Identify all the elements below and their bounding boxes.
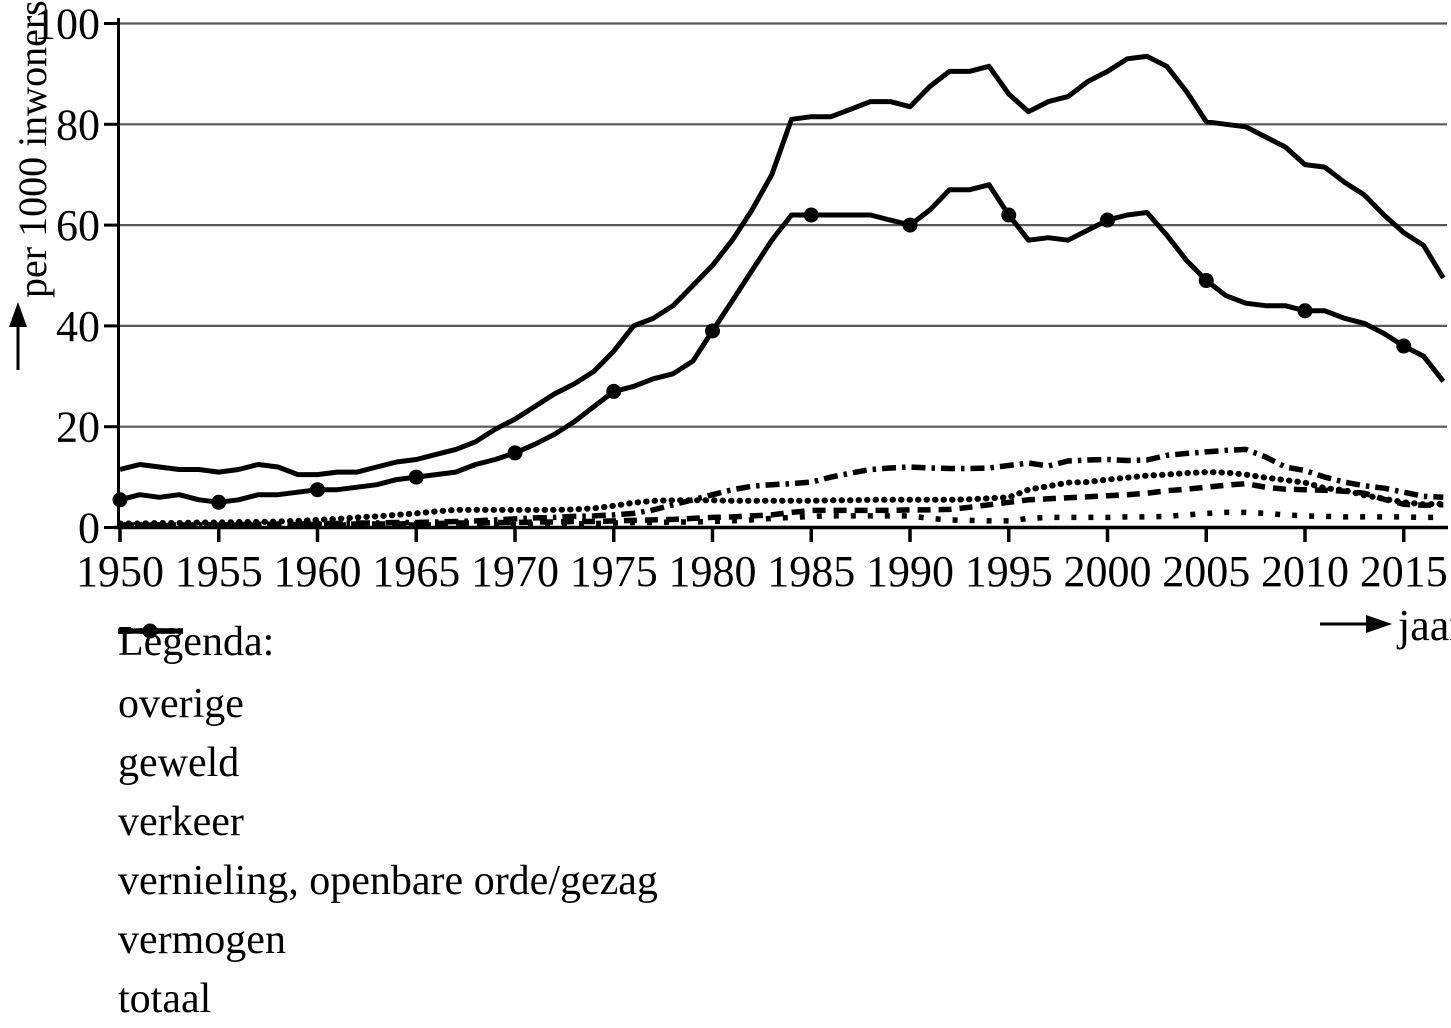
- x-tick-label: 1960: [274, 547, 362, 596]
- y-tick-label: 80: [56, 100, 100, 149]
- series-line-vermogen: [119, 182, 1446, 505]
- y-axis-arrowhead-icon: [9, 302, 27, 327]
- series-marker-vermogen: [310, 482, 325, 498]
- legend-line-sample-totaal: [119, 628, 183, 634]
- x-tick-label: 2005: [1162, 547, 1250, 596]
- x-tick-label: 2010: [1261, 547, 1349, 596]
- legend-item-totaal: totaal: [118, 628, 658, 1028]
- series-marker-vermogen: [408, 469, 424, 485]
- legend-item-verkeer: verkeer: [118, 628, 658, 851]
- x-tick-label: 1985: [767, 547, 855, 596]
- x-axis-arrowhead-icon: [1366, 615, 1392, 633]
- y-axis-title: per 1000 inwoners: [10, 0, 55, 298]
- legend-item-geweld: geweld: [118, 628, 658, 792]
- x-tick-label: 2015: [1360, 547, 1448, 596]
- x-tick-label: 1995: [965, 547, 1053, 596]
- series-line-totaal: [119, 53, 1446, 478]
- series-marker-vermogen: [1198, 273, 1214, 289]
- x-tick-label: 1950: [76, 547, 164, 596]
- legend-item-vermogen: vermogen: [118, 623, 658, 969]
- x-tick-label: 1980: [669, 547, 757, 596]
- y-tick-label: 40: [56, 302, 100, 351]
- y-tick-label: 60: [56, 201, 100, 250]
- series-marker-vermogen: [1297, 303, 1313, 319]
- x-tick-label: 1965: [372, 547, 460, 596]
- legend-label: verkeer: [118, 798, 244, 845]
- legend-title: Legenda:: [118, 619, 275, 665]
- series-marker-vermogen: [606, 383, 622, 399]
- series-line-geweld: [120, 480, 1444, 529]
- legend-label: geweld: [118, 739, 240, 786]
- series-marker-vermogen: [1100, 212, 1115, 228]
- legend-item-vernieling: vernieling, openbare orde/gezag: [118, 628, 658, 910]
- series-marker-vermogen: [902, 217, 918, 233]
- series-marker-vermogen: [1396, 338, 1412, 354]
- y-tick-label: 100: [34, 0, 100, 49]
- y-tick-label: 20: [56, 403, 100, 452]
- x-tick-label: 1970: [471, 547, 559, 596]
- legend-label: overige: [118, 680, 244, 727]
- legend-label: vernieling, openbare orde/gezag: [118, 857, 658, 904]
- x-axis-title: jaar: [1396, 601, 1451, 650]
- legend-label: vermogen: [118, 916, 286, 963]
- legend-label: totaal: [118, 975, 212, 1022]
- series-marker-vermogen: [1001, 207, 1017, 223]
- legend: Legenda: overige geweld verkeer vernieli…: [118, 620, 658, 1028]
- series-marker-vermogen: [507, 445, 523, 461]
- x-tick-label: 1975: [570, 547, 658, 596]
- x-tick-label: 2000: [1064, 547, 1152, 596]
- series-marker-vermogen: [803, 207, 819, 223]
- y-tick-label: 0: [78, 504, 100, 553]
- series-line-verkeer: [117, 469, 1447, 527]
- series-marker-vermogen: [705, 323, 720, 339]
- series-marker-vermogen: [211, 494, 227, 510]
- x-tick-label: 1990: [866, 547, 954, 596]
- legend-item-overige: overige: [118, 628, 658, 733]
- x-tick-label: 1955: [175, 547, 263, 596]
